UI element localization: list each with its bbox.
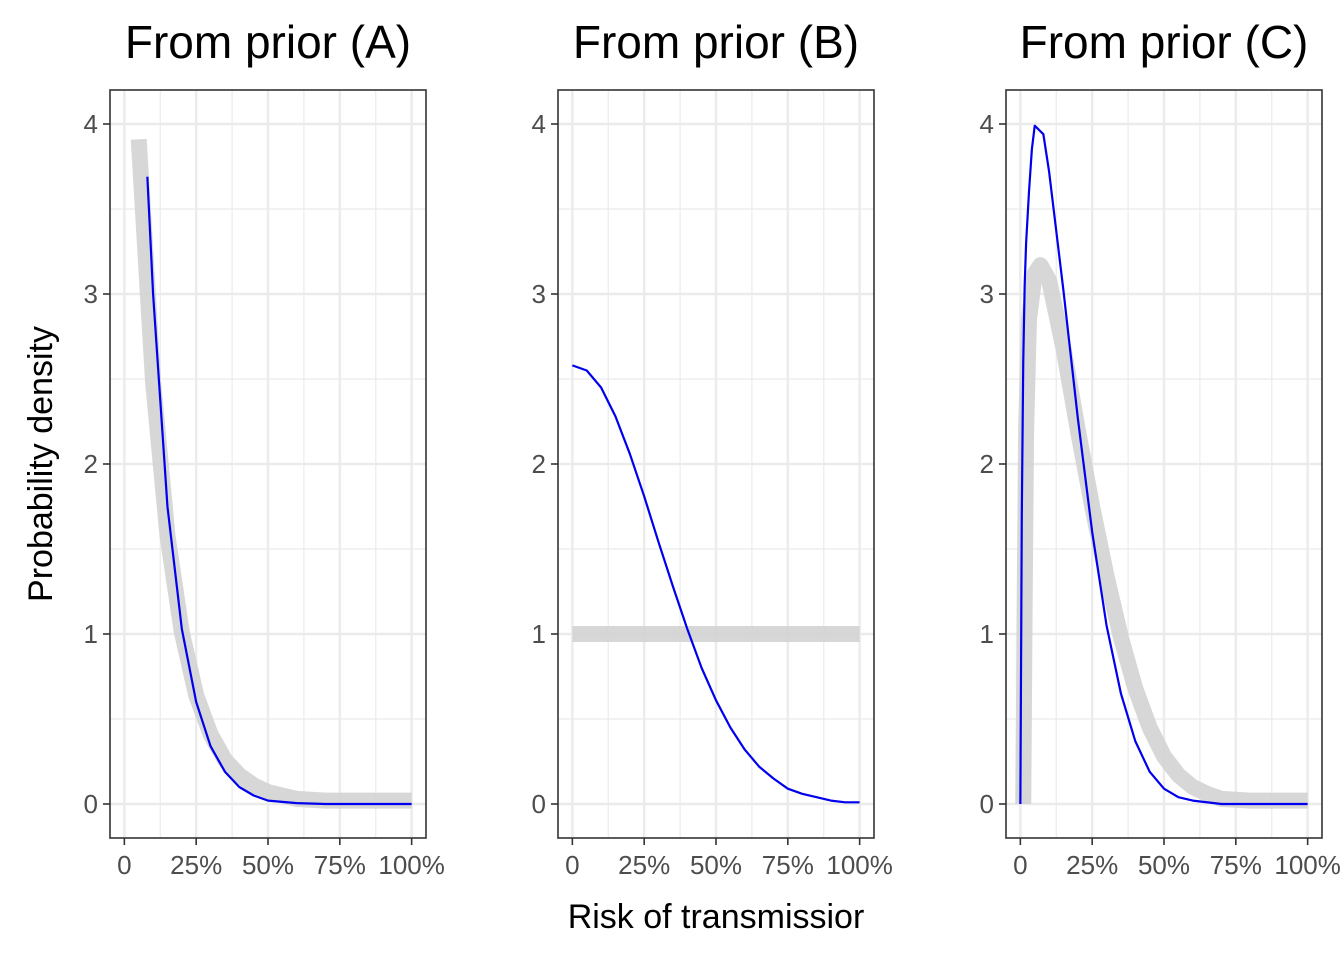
y-tick-label: 2 <box>980 449 994 479</box>
prior-curve-a <box>130 138 412 809</box>
x-tick-label: 50% <box>690 850 742 880</box>
prior-curve-c <box>1015 257 1308 809</box>
y-tick-label: 4 <box>980 109 994 139</box>
x-tick-label: 100% <box>1274 850 1341 880</box>
x-tick-label: 25% <box>170 850 222 880</box>
x-tick-label: 50% <box>242 850 294 880</box>
posterior-curve-a <box>146 176 412 806</box>
panel-title-c: From prior (C) <box>1020 16 1309 68</box>
y-tick-label: 2 <box>84 449 98 479</box>
series-group-b <box>571 364 860 804</box>
panel-title-a: From prior (A) <box>125 16 411 68</box>
x-tick-label: 0 <box>1013 850 1027 880</box>
x-tick-label: 100% <box>826 850 893 880</box>
x-tick-label: 50% <box>1138 850 1190 880</box>
posterior-curve-c <box>1019 124 1308 806</box>
x-axis-title: Risk of transmissior <box>568 898 865 936</box>
series-group-a <box>130 138 412 809</box>
y-tick-label: 2 <box>532 449 546 479</box>
y-axis-title: Probability density <box>22 326 60 602</box>
panel-c: From prior (C) 0 1 2 3 4 0 25% 50% 75% 100% <box>980 16 1341 880</box>
y-tick-label: 0 <box>84 789 98 819</box>
y-tick-label: 0 <box>980 789 994 819</box>
panel-title-b: From prior (B) <box>573 16 859 68</box>
y-tick-label: 3 <box>980 279 994 309</box>
x-tick-label: 75% <box>314 850 366 880</box>
posterior-curve-b <box>571 364 860 804</box>
x-tick-label: 25% <box>1066 850 1118 880</box>
series-group-c <box>1015 124 1308 809</box>
y-tick-label: 1 <box>532 619 546 649</box>
y-tick-label: 3 <box>84 279 98 309</box>
y-tick-label: 4 <box>532 109 546 139</box>
x-tick-label: 25% <box>618 850 670 880</box>
y-tick-label: 1 <box>84 619 98 649</box>
y-tick-label: 0 <box>532 789 546 819</box>
x-tick-label: 75% <box>1210 850 1262 880</box>
y-tick-label: 4 <box>84 109 98 139</box>
panel-b: From prior (B) 0 1 2 3 4 0 25% 50% 75% 100% <box>532 16 893 880</box>
panel-a: From prior (A) 0 1 2 3 4 0 25% 50% 75% 100% <box>84 16 445 880</box>
gridlines-b <box>558 90 874 838</box>
x-tick-label: 0 <box>565 850 579 880</box>
y-tick-label: 3 <box>532 279 546 309</box>
x-tick-label: 100% <box>378 850 445 880</box>
y-tick-label: 1 <box>980 619 994 649</box>
x-tick-label: 0 <box>117 850 131 880</box>
x-tick-label: 75% <box>762 850 814 880</box>
